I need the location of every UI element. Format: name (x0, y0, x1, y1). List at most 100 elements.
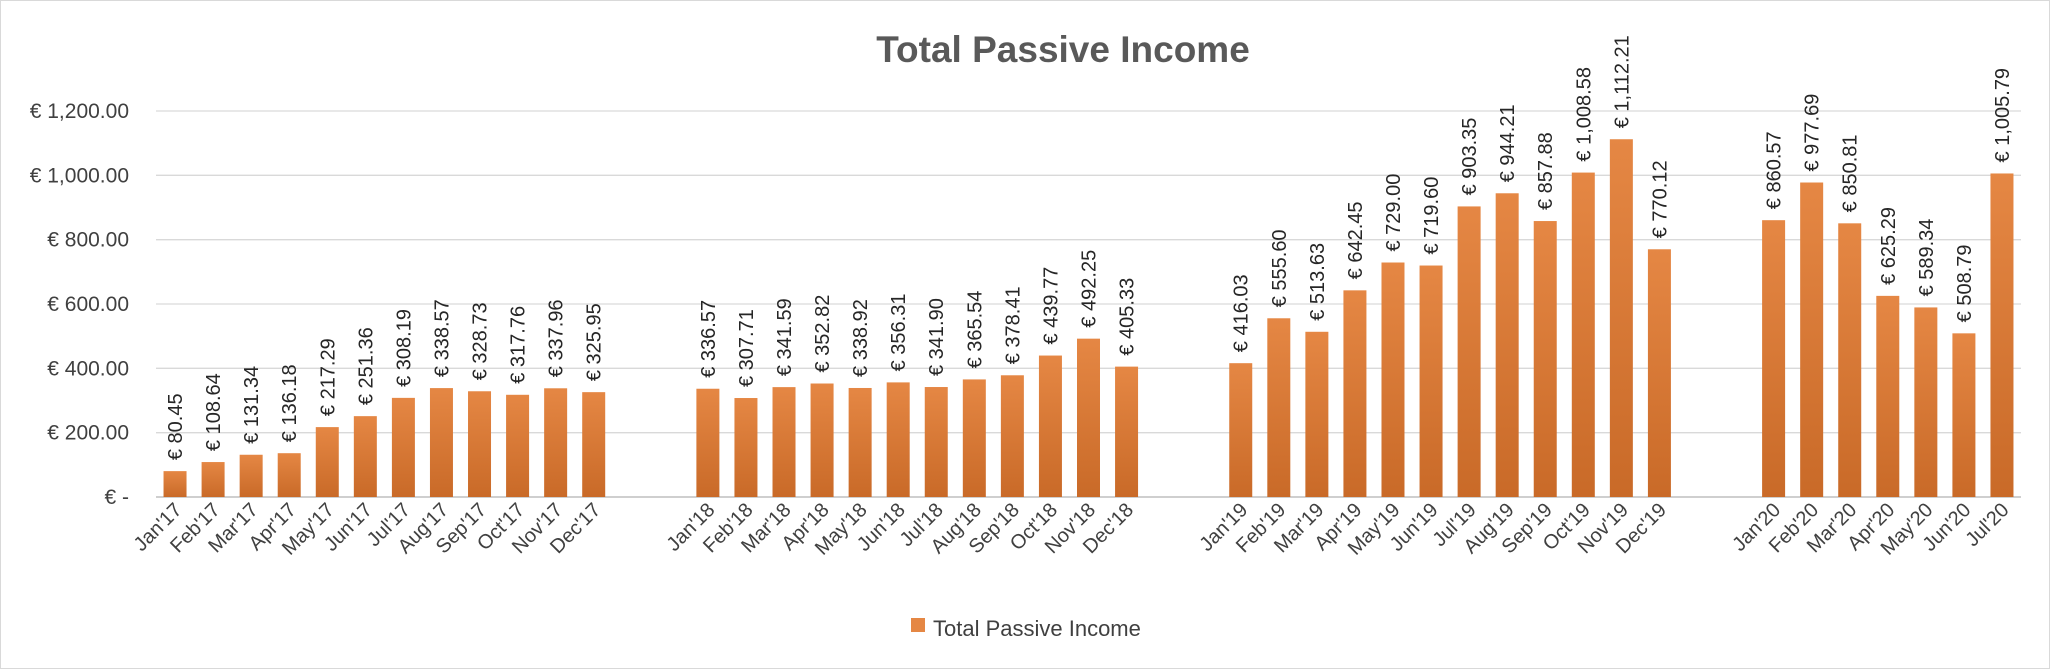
bar (1305, 331, 1329, 497)
data-label: € 365.54 (964, 291, 986, 369)
data-label: € 325.95 (584, 303, 606, 381)
bar (353, 416, 377, 497)
data-label: € 352.82 (812, 295, 834, 373)
data-label: € 338.57 (431, 299, 453, 377)
y-axis-ticks: € - € 200.00 € 400.00 € 600.00 € 800.00 € 1,0… (30, 100, 129, 509)
data-label: € 508.79 (1954, 244, 1976, 322)
bar (1343, 290, 1367, 497)
data-label: € 317.76 (508, 306, 530, 384)
x-axis-ticks: Jan'17Feb'17Mar'17Apr'17May'17Jun'17Jul'… (130, 499, 2014, 560)
bar (163, 471, 187, 497)
y-tick-label: € 600.00 (47, 293, 129, 316)
bar (391, 397, 415, 497)
data-label: € 719.60 (1421, 177, 1443, 255)
bar (315, 427, 339, 497)
chart-title: Total Passive Income (876, 29, 1250, 70)
data-label: € 625.29 (1878, 207, 1900, 285)
bar (1115, 366, 1139, 497)
bar (1457, 206, 1481, 497)
data-label: € 416.03 (1231, 274, 1253, 352)
bar (1229, 363, 1253, 497)
bar (1495, 193, 1519, 497)
bar (1609, 139, 1633, 497)
y-tick-label: € 800.00 (47, 229, 129, 252)
bar (848, 387, 872, 497)
bar (239, 454, 263, 497)
data-label: € 341.59 (774, 298, 796, 376)
bar (468, 391, 492, 497)
bar (924, 387, 948, 497)
data-label: € 307.71 (736, 309, 758, 387)
y-tick-label: € 200.00 (47, 422, 129, 445)
data-label: € 977.69 (1802, 94, 1824, 172)
data-label: € 405.33 (1117, 278, 1139, 356)
data-label: € 1,005.79 (1992, 68, 2014, 163)
y-tick-label: € 400.00 (47, 357, 129, 380)
bar (1419, 265, 1443, 497)
data-label: € 513.63 (1307, 243, 1329, 321)
x-tick-label: Jul'20 (1961, 499, 2013, 551)
bar (277, 453, 301, 497)
data-label: € 857.88 (1535, 132, 1557, 210)
legend-label: Total Passive Income (933, 616, 1141, 641)
data-label: € 308.19 (393, 309, 415, 387)
bar (1800, 182, 1824, 498)
bar (1038, 355, 1062, 497)
bar (886, 382, 910, 497)
data-label: € 108.64 (203, 373, 225, 451)
bar (1571, 172, 1595, 498)
data-label: € 378.41 (1002, 286, 1024, 364)
bar (1647, 249, 1671, 497)
bar (1381, 262, 1405, 497)
bar (1952, 333, 1976, 497)
bar (429, 388, 453, 497)
data-label: € 356.31 (888, 294, 910, 372)
bar (1914, 307, 1938, 497)
data-label: € 860.57 (1764, 131, 1786, 209)
bar (1990, 173, 2014, 497)
data-label: € 944.21 (1497, 104, 1519, 182)
data-label: € 642.45 (1345, 201, 1367, 279)
legend: Total Passive Income (911, 616, 1141, 641)
y-tick-label: € 1,000.00 (30, 164, 129, 187)
data-label: € 131.34 (241, 366, 263, 444)
data-label: € 729.00 (1383, 174, 1405, 252)
bar (962, 379, 986, 497)
bar (1533, 221, 1557, 498)
data-label: € 1,008.58 (1573, 67, 1595, 162)
data-label: € 136.18 (279, 364, 301, 442)
bars (163, 139, 2014, 498)
bar (772, 387, 796, 497)
data-label: € 850.81 (1840, 134, 1862, 212)
data-label: € 337.96 (546, 299, 568, 377)
bar (810, 383, 834, 497)
bar (1267, 318, 1291, 497)
bar (582, 392, 606, 497)
bar (1077, 338, 1100, 497)
data-label: € 903.35 (1459, 118, 1481, 196)
data-label: € 1,112.21 (1611, 35, 1633, 128)
bar (1000, 375, 1024, 497)
data-label: € 341.90 (926, 298, 948, 376)
bar (544, 388, 568, 497)
data-labels: € 80.45 € 108.64 € 131.34 € 136.18 € 217.29 €… (165, 35, 2014, 460)
bar (506, 394, 530, 497)
legend-swatch (911, 618, 925, 632)
bar (201, 462, 225, 497)
bar (1762, 220, 1786, 497)
data-label: € 439.77 (1040, 267, 1062, 345)
data-label: € 770.12 (1649, 160, 1671, 238)
data-label: € 555.60 (1269, 229, 1291, 307)
data-label: € 336.57 (698, 300, 720, 378)
y-tick-label: € - (104, 486, 129, 509)
data-label: € 251.36 (355, 327, 377, 405)
bar (1838, 223, 1862, 497)
bar (696, 388, 720, 497)
data-label: € 80.45 (165, 393, 187, 460)
bar (1876, 295, 1900, 497)
y-tick-label: € 1,200.00 (30, 100, 129, 123)
data-label: € 492.25 (1079, 250, 1101, 328)
data-label: € 217.29 (317, 338, 339, 416)
